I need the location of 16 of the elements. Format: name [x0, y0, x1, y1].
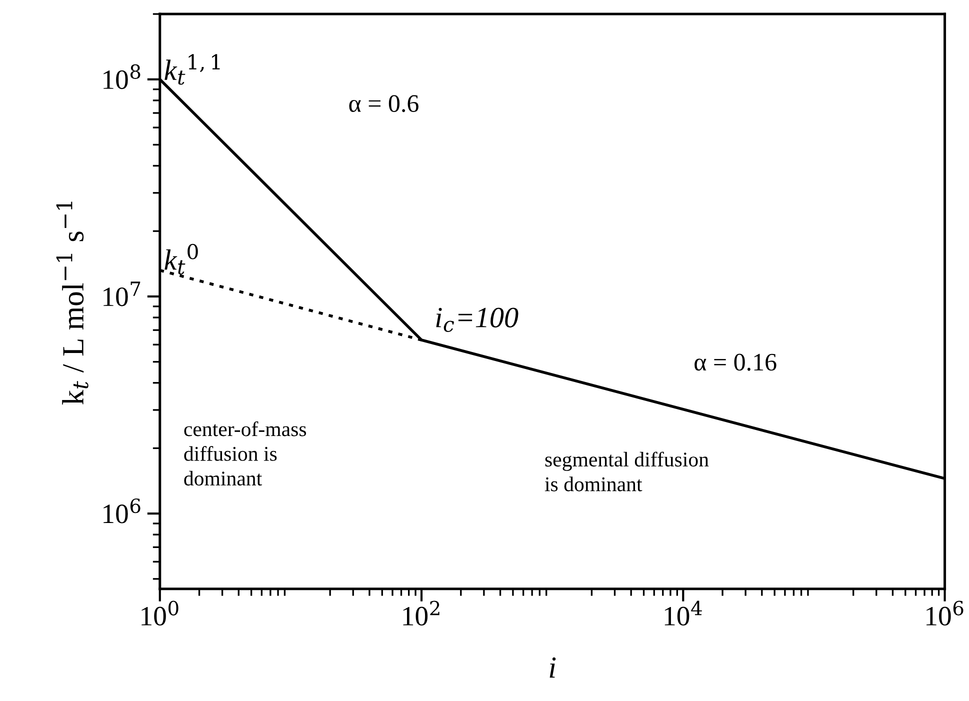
y-axis-title: k$_{t}$ / L mol$^{−1}$ s$^{−1}$ [56, 202, 88, 405]
x-axis-title: i [550, 657, 556, 678]
y-tick-label: 10$^{6}$ [104, 498, 140, 524]
y-tick-label: 10$^{7}$ [104, 282, 140, 306]
annotation: k$_{t}$$^{0}$ [164, 244, 198, 274]
annotation: k$_{t}$$^{1,1}$ [164, 54, 220, 85]
x-tick-label: 10$^{2}$ [403, 600, 440, 626]
x-tick-label: 10$^{6}$ [926, 600, 964, 626]
y-tick-label: 10$^{8}$ [104, 64, 140, 90]
annotation: α = 0.6 [349, 95, 418, 112]
annotation: α = 0.16 [694, 354, 776, 371]
x-tick-label: 10$^{0}$ [142, 600, 178, 626]
annotation: segmental diffusion is dominant [544, 452, 709, 492]
x-tick-label: 10$^{4}$ [664, 600, 702, 626]
annotation: center-of-mass diffusion is dominant [184, 421, 306, 486]
annotation: i$_{c}$=100 [436, 308, 518, 332]
